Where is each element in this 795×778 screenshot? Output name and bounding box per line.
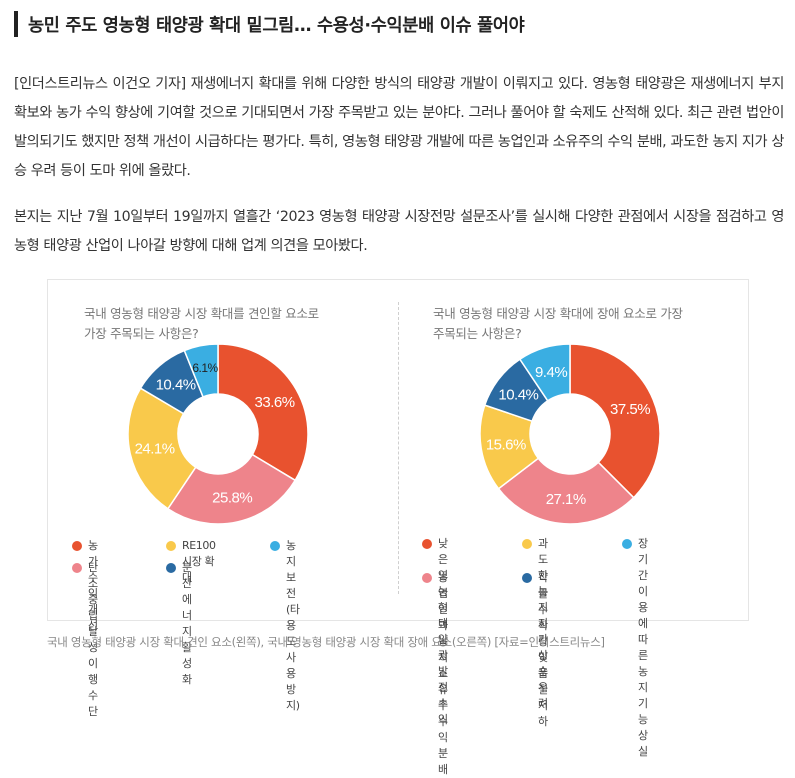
legend-label-0-4: 분산에너지 활성화 bbox=[182, 561, 192, 686]
legend-swatch-1-4 bbox=[522, 573, 532, 583]
donut-label-1-2: 15.6% bbox=[486, 437, 526, 454]
donut-label-1-0: 37.5% bbox=[610, 401, 650, 418]
donut-label-1-1: 27.1% bbox=[546, 491, 586, 508]
donut-slice-0-1 bbox=[166, 453, 297, 525]
legend-label-1-4: 작물 수확량 및 품질 저하 bbox=[538, 571, 548, 728]
donut-slice-1-4 bbox=[518, 343, 571, 402]
legend-label-0-2: 농지 보전 (타 용도 사용 방지) bbox=[286, 539, 300, 712]
legend-label-1-3: 농업인과 농지 소유주 수익 분배 bbox=[438, 571, 448, 776]
right-donut-chart: 37.5% 27.1% 15.6% 10.4% 9.4% bbox=[479, 343, 661, 525]
legend-swatch-1-2 bbox=[622, 539, 632, 549]
legend-item-1-3: 농업인과 농지 소유주 수익 분배 bbox=[422, 570, 448, 778]
left-chart-question-line1: 국내 영농형 태양광 시장 확대를 견인할 요소로 bbox=[84, 306, 319, 321]
right-chart-question-line1: 국내 영농형 태양광 시장 확대에 장애 요소로 가장 bbox=[433, 306, 683, 321]
legend-swatch-1-0 bbox=[422, 539, 432, 549]
left-chart-question-line2: 가장 주목되는 사항은? bbox=[84, 326, 199, 341]
legend-swatch-1-3 bbox=[422, 573, 432, 583]
donut-slice-0-2 bbox=[127, 387, 197, 510]
left-chart-question: 국내 영농형 태양광 시장 확대를 견인할 요소로 가장 주목되는 사항은? bbox=[84, 304, 364, 344]
legend-swatch-1-1 bbox=[522, 539, 532, 549]
donut-label-1-3: 10.4% bbox=[498, 386, 538, 403]
donut-label-0-0: 33.6% bbox=[255, 394, 295, 411]
chart-divider bbox=[398, 302, 399, 594]
donut-slice-0-4 bbox=[183, 343, 219, 398]
donut-label-0-3: 10.4% bbox=[156, 377, 196, 394]
legend-swatch-0-1 bbox=[166, 541, 176, 551]
figure-caption: 국내 영농형 태양광 시장 확대 견인 요소(왼쪽), 국내 영농형 태양광 시… bbox=[47, 635, 605, 649]
legend-swatch-0-4 bbox=[166, 563, 176, 573]
legend-item-1-4: 작물 수확량 및 품질 저하 bbox=[522, 570, 548, 730]
article-paragraph-1: [인더스트리뉴스 이건오 기자] 재생에너지 확대를 위해 다양한 방식의 태양… bbox=[14, 76, 784, 179]
legend-item-0-0: 농가수익 개선 bbox=[72, 538, 98, 634]
donut-slice-1-0 bbox=[569, 343, 661, 499]
left-donut-chart: 33.6% 25.8% 24.1% 10.4% 6.1% bbox=[127, 343, 309, 525]
legend-item-0-2: 농지 보전 (타 용도 사용 방지) bbox=[270, 538, 300, 714]
legend-label-0-0: 농가수익 개선 bbox=[88, 539, 98, 632]
right-chart-question-line2: 주목되는 사항은? bbox=[433, 326, 522, 341]
donut-label-0-4: 6.1% bbox=[192, 361, 218, 375]
article-paragraph-2: 본지는 지난 7월 10일부터 19일까지 열흘간 ‘2023 영농형 태양광 … bbox=[14, 209, 784, 254]
legend-swatch-0-2 bbox=[270, 541, 280, 551]
headline-text: 농민 주도 영농형 태양광 확대 밑그림… 수용성·수익분배 이슈 풀어야 bbox=[28, 15, 525, 36]
right-chart-question: 국내 영농형 태양광 시장 확대에 장애 요소로 가장 주목되는 사항은? bbox=[433, 304, 723, 344]
donut-label-0-1: 25.8% bbox=[212, 489, 252, 506]
article-headline: 농민 주도 영농형 태양광 확대 밑그림… 수용성·수익분배 이슈 풀어야 bbox=[14, 10, 784, 38]
headline-bar bbox=[14, 11, 18, 37]
legend-item-0-4: 분산에너지 활성화 bbox=[166, 560, 192, 688]
legend-item-0-1: RE100 시장 확대 bbox=[166, 538, 216, 586]
legend-swatch-0-0 bbox=[72, 541, 82, 551]
donut-label-1-4: 9.4% bbox=[535, 364, 567, 381]
legend-swatch-0-3 bbox=[72, 563, 82, 573]
survey-infographic: 국내 영농형 태양광 시장 확대를 견인할 요소로 가장 주목되는 사항은? 국… bbox=[47, 279, 749, 776]
donut-label-0-2: 24.1% bbox=[135, 440, 175, 457]
donut-slice-0-0 bbox=[217, 343, 309, 482]
donut-slice-1-1 bbox=[497, 457, 635, 525]
legend-label-0-1: RE100 시장 확대 bbox=[182, 539, 216, 584]
